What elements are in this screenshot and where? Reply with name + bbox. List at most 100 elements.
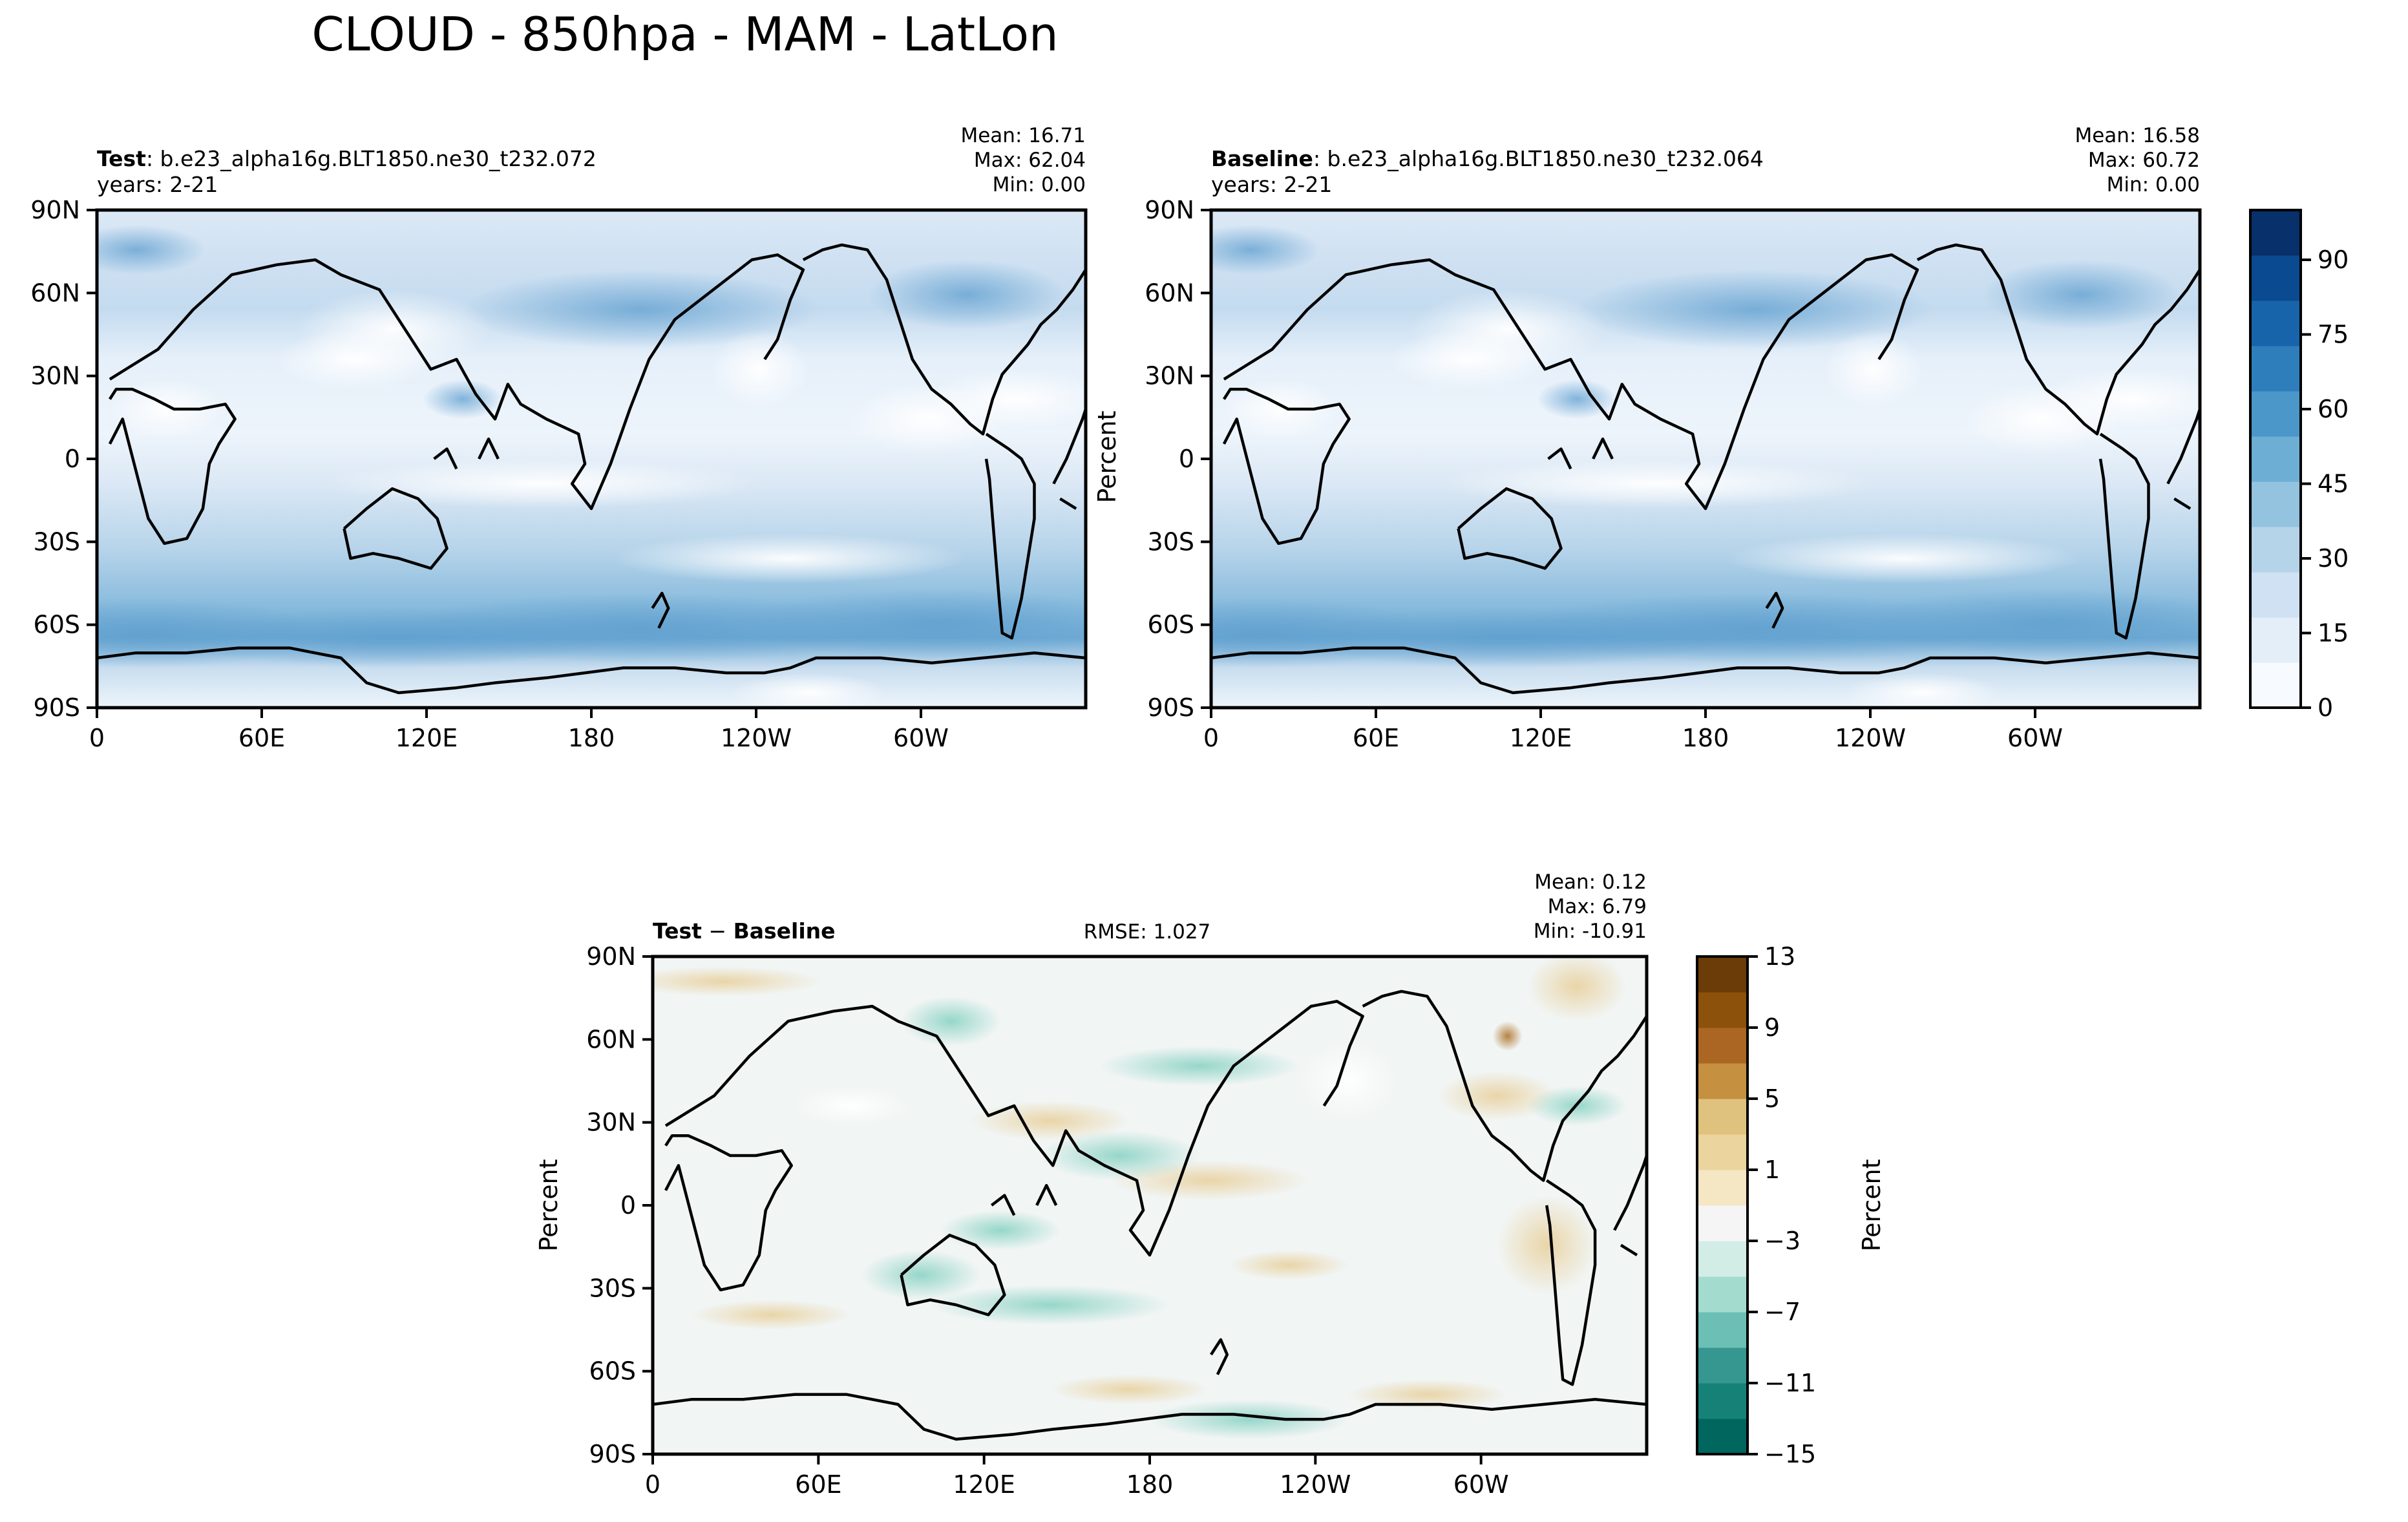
field-feature <box>1844 673 2002 708</box>
field-feature <box>653 966 822 997</box>
y-tick-label: 60S <box>1148 611 1194 639</box>
x-tick-label: 0 <box>645 1470 660 1499</box>
field-feature <box>1150 1399 1349 1439</box>
stat-min: Min: -10.91 <box>1534 920 1647 943</box>
field-feature <box>611 533 967 584</box>
colorbar-tick-label: −7 <box>1764 1298 1801 1326</box>
x-tick-label: 60W <box>893 724 949 752</box>
x-tick-label: 120E <box>396 724 458 752</box>
rmse-label: RMSE: 1.027 <box>1084 920 1211 944</box>
colorbar-segment <box>1697 1063 1748 1099</box>
field-feature <box>324 459 760 509</box>
colorbar-segment <box>1697 1348 1748 1384</box>
colorbar-segment <box>1697 1205 1748 1242</box>
coastline <box>1916 243 2200 436</box>
coastline <box>1222 387 1351 545</box>
colorbar-tick-label: 30 <box>2318 544 2349 573</box>
y-tick-label: 60N <box>30 279 80 307</box>
coastline <box>653 1393 1647 1441</box>
coastline <box>990 1183 1058 1216</box>
stat-min: Min: 0.00 <box>993 173 1086 196</box>
coastline <box>664 1000 1364 1257</box>
y-tick-label: 30N <box>1145 362 1194 390</box>
coastline <box>1210 1338 1229 1375</box>
colorbar-segment <box>2250 662 2301 708</box>
panel-label-baseline: Baseline <box>734 918 836 944</box>
field-feature <box>1211 225 1320 275</box>
colorbar-segment <box>2250 527 2301 573</box>
colorbar-segment <box>2250 572 2301 618</box>
field-feature <box>730 673 888 708</box>
field-feature <box>1389 329 1548 390</box>
field-feature <box>1982 260 2181 330</box>
coastline <box>2166 404 2200 510</box>
y-tick-label: 30N <box>586 1108 636 1137</box>
colorbar-tick-label: −11 <box>1764 1369 1816 1397</box>
colorbar-segment <box>1697 992 1748 1028</box>
colorbar-difference: 13 9 5 1 −3 −7 −11 −15 Percent <box>1696 942 1886 1468</box>
x-tick-label: 60E <box>238 724 285 752</box>
colorbar-segment <box>1697 1419 1748 1455</box>
colorbar-segment <box>1697 1276 1748 1313</box>
panel-label-minus: − <box>702 918 734 944</box>
field-feature <box>97 225 206 275</box>
coastline <box>1457 487 1563 570</box>
colorbar-segment <box>1697 1099 1748 1135</box>
panel-years: years: 2-21 <box>97 172 218 197</box>
colorbar-segment <box>2250 346 2301 392</box>
field-feature <box>1497 1195 1598 1295</box>
coastline <box>1545 1179 1597 1386</box>
field-feature <box>275 329 434 390</box>
y-tick-label: 90N <box>1145 196 1194 224</box>
y-axis-label: Percent <box>1093 411 1121 503</box>
panel-label-rest: : b.e23_alpha16g.BLT1850.ne30_t232.064 <box>1313 146 1764 171</box>
field-feature <box>692 1300 852 1330</box>
field-feature <box>931 1285 1170 1325</box>
y-tick-label: 90S <box>1148 693 1194 722</box>
coastline <box>1362 989 1647 1182</box>
y-tick-label: 0 <box>620 1191 636 1220</box>
colorbar-tick-label: 45 <box>2318 470 2349 498</box>
field-feature <box>927 369 1086 429</box>
stat-max: Max: 60.72 <box>2088 149 2200 172</box>
field-feature <box>1040 1130 1199 1181</box>
y-tick-label: 60S <box>34 611 80 639</box>
panel-case-label: Baseline: b.e23_alpha16g.BLT1850.ne30_t2… <box>1211 146 1764 171</box>
colorbar-label: Percent <box>1857 1159 1886 1252</box>
y-tick-label: 90S <box>589 1440 636 1468</box>
colorbar-segment <box>2250 255 2301 301</box>
x-tick-label: 120E <box>1510 724 1572 752</box>
colorbar-tick-label: 0 <box>2318 693 2333 722</box>
baseline-panel: Baseline: b.e23_alpha16g.BLT1850.ne30_t2… <box>1093 124 2202 752</box>
colorbar-segment <box>2250 391 2301 437</box>
coastline <box>1547 437 1614 470</box>
field-feature <box>1492 1021 1523 1052</box>
colorbar-tick-label: 75 <box>2318 321 2349 349</box>
coastline <box>108 387 237 545</box>
coastline <box>984 432 1036 640</box>
y-tick-label: 60N <box>586 1025 636 1053</box>
field-feature <box>941 1210 1061 1251</box>
field-feature <box>971 1101 1130 1141</box>
panel-case-label: Test: b.e23_alpha16g.BLT1850.ne30_t232.0… <box>97 146 597 171</box>
colorbar-tick-label: 5 <box>1764 1084 1780 1113</box>
coastline <box>1211 646 2200 695</box>
coastline <box>109 253 805 511</box>
coastline <box>900 1233 1006 1316</box>
field-feature <box>739 588 1086 658</box>
panel-years: years: 2-21 <box>1211 172 1332 197</box>
stat-max: Max: 6.79 <box>1548 895 1647 918</box>
colorbar-tick-label: 90 <box>2318 246 2349 274</box>
colorbar-tick-label: −3 <box>1764 1227 1801 1255</box>
field-feature <box>792 1086 911 1126</box>
y-tick-label: 0 <box>1179 445 1194 473</box>
colorbar-segment <box>2250 481 2301 527</box>
coastlines <box>653 989 1647 1441</box>
figure-title: CLOUD - 850hpa - MAM - LatLon <box>312 7 1058 61</box>
stat-max: Max: 62.04 <box>974 149 1086 172</box>
field-feature <box>868 260 1066 330</box>
panel-label-bold: Baseline <box>1211 146 1313 171</box>
panel-diff-label: Test − Baseline <box>653 918 836 944</box>
colorbar-frame <box>2249 209 2302 709</box>
x-tick-label: 60E <box>795 1470 841 1499</box>
